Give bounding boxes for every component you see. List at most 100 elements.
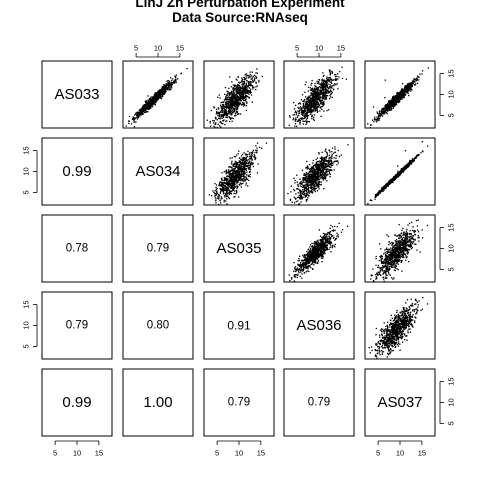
- data-point: [231, 168, 233, 170]
- data-point: [221, 111, 223, 113]
- data-point: [236, 109, 238, 111]
- data-point: [242, 90, 244, 93]
- data-point: [161, 86, 163, 88]
- data-point: [240, 172, 243, 174]
- data-point: [133, 119, 135, 122]
- data-point: [223, 190, 225, 192]
- data-point: [321, 84, 323, 86]
- data-point: [226, 101, 228, 103]
- data-point: [244, 168, 246, 170]
- data-point: [394, 100, 396, 102]
- data-point: [234, 184, 236, 186]
- data-point: [158, 96, 160, 98]
- data-point: [209, 122, 211, 124]
- data-point: [303, 188, 306, 190]
- data-point: [309, 191, 311, 193]
- data-point: [216, 119, 218, 121]
- data-point: [235, 177, 237, 179]
- data-point: [227, 195, 229, 197]
- data-point: [222, 114, 224, 116]
- data-point: [326, 95, 328, 97]
- data-point: [382, 108, 384, 110]
- data-point: [240, 180, 242, 182]
- sample-label: AS034: [135, 163, 180, 180]
- data-point: [323, 162, 325, 164]
- data-point: [330, 86, 332, 88]
- data-point: [325, 98, 328, 100]
- data-point: [223, 199, 225, 201]
- data-point: [130, 123, 133, 125]
- data-point: [393, 105, 396, 108]
- data-point: [225, 102, 227, 104]
- data-point: [304, 174, 306, 177]
- data-point: [331, 71, 333, 74]
- data-point: [305, 115, 308, 118]
- data-point: [164, 92, 166, 94]
- data-point: [233, 102, 236, 104]
- data-point: [386, 107, 388, 109]
- data-point: [249, 170, 251, 173]
- data-point: [218, 194, 220, 196]
- data-point: [239, 97, 241, 99]
- data-point: [317, 98, 319, 100]
- data-point: [162, 92, 164, 94]
- data-point: [221, 101, 223, 103]
- data-point: [330, 93, 332, 95]
- data-point: [313, 107, 315, 109]
- data-point: [330, 169, 332, 172]
- data-point: [128, 122, 130, 124]
- data-point: [317, 97, 319, 99]
- data-point: [235, 189, 238, 191]
- data-point: [402, 82, 404, 85]
- data-point: [312, 118, 315, 120]
- data-point: [143, 110, 146, 112]
- data-point: [217, 196, 219, 198]
- data-point: [302, 110, 305, 112]
- data-point: [227, 192, 229, 194]
- data-point: [339, 71, 341, 73]
- data-point: [245, 169, 248, 171]
- data-point: [311, 105, 313, 108]
- data-point: [244, 94, 247, 97]
- data-point: [331, 96, 333, 99]
- data-point: [170, 87, 172, 89]
- data-point: [313, 189, 315, 191]
- data-point: [324, 163, 326, 165]
- data-point: [395, 93, 398, 95]
- data-point: [163, 88, 165, 90]
- data-point: [235, 112, 237, 114]
- data-point: [309, 179, 311, 181]
- data-point: [385, 106, 388, 108]
- data-point: [235, 176, 237, 179]
- data-point: [327, 109, 330, 111]
- data-point: [306, 98, 308, 100]
- data-point: [311, 91, 314, 93]
- data-point: [391, 104, 393, 106]
- data-point: [303, 193, 305, 195]
- data-point: [249, 157, 252, 160]
- data-point: [225, 101, 227, 103]
- data-point: [148, 101, 151, 103]
- data-point: [308, 192, 310, 194]
- data-point: [234, 182, 236, 184]
- data-point: [302, 197, 304, 199]
- data-point: [220, 191, 222, 193]
- data-point: [237, 176, 239, 179]
- data-point: [246, 88, 248, 90]
- data-point: [319, 174, 321, 176]
- data-point: [309, 99, 311, 101]
- data-point: [396, 96, 398, 98]
- data-point: [216, 126, 218, 129]
- data-point: [246, 102, 248, 104]
- data-point: [148, 99, 150, 101]
- data-point: [172, 78, 174, 80]
- data-point: [327, 83, 329, 85]
- data-point: [228, 94, 231, 97]
- data-point: [310, 188, 312, 190]
- data-point: [150, 103, 152, 105]
- data-point: [397, 101, 399, 104]
- data-point: [300, 185, 302, 188]
- data-point: [329, 70, 331, 73]
- data-point: [224, 196, 226, 198]
- data-point: [232, 104, 234, 106]
